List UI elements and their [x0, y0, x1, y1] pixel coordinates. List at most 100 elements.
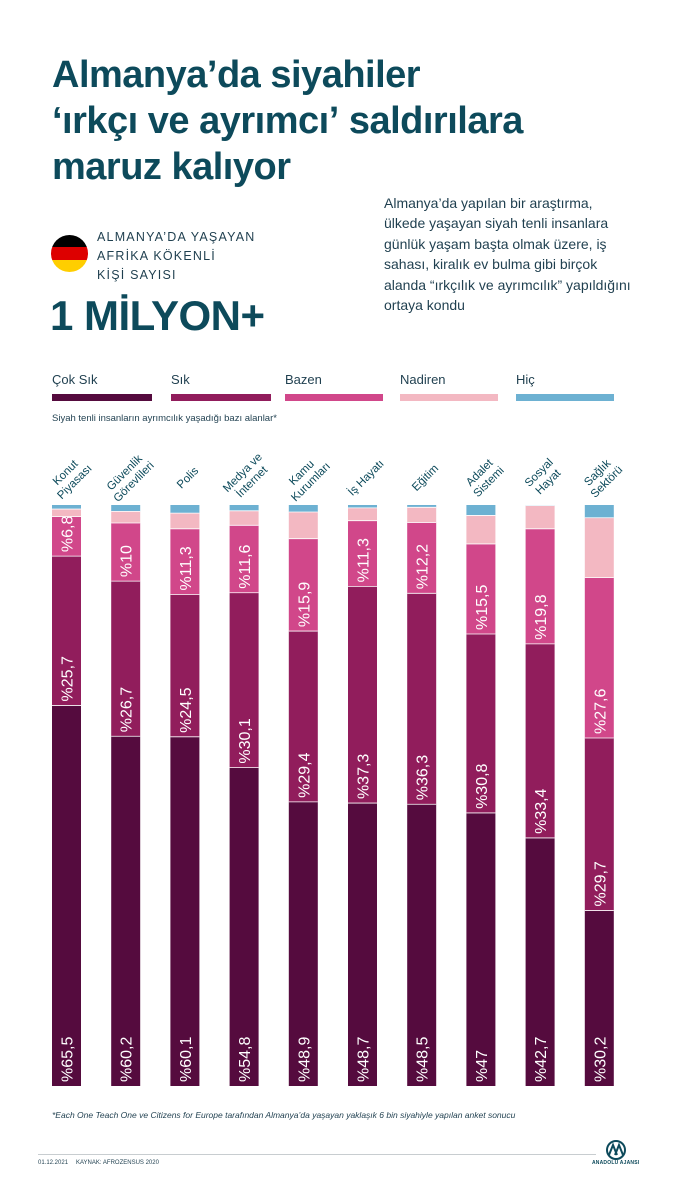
bar-value-label: %48,9 [296, 1037, 313, 1082]
bar-value-label: %10 [119, 545, 136, 577]
bar-value-label: %24,5 [178, 687, 195, 732]
bar-segment [111, 511, 141, 524]
legend-item: Sık [171, 372, 271, 402]
legend-label: Hiç [516, 372, 535, 387]
title-line1-rest: siyahiler [260, 54, 421, 96]
bar-segment [52, 705, 81, 1086]
legend-label: Çok Sık [52, 372, 98, 387]
legend-swatch [516, 394, 614, 401]
bar-value-label: %11,3 [356, 538, 373, 582]
bar-value-label: %12,2 [415, 544, 432, 589]
bar-segment [229, 592, 259, 768]
bar-value-label: %25,7 [60, 656, 77, 701]
bar-value-label: %48,5 [415, 1037, 432, 1082]
bar-segment [229, 525, 259, 593]
bar-value-label: %37,3 [356, 754, 373, 799]
title-line2-bold: ‘ırkçı ve ayrımcı’ [52, 100, 339, 142]
legend-swatch [52, 394, 152, 401]
legend-label: Sık [171, 372, 190, 387]
legend-swatch [285, 394, 383, 401]
bar-segment [584, 737, 614, 911]
population-label-line3: KİŞİ SAYISI [97, 268, 177, 282]
bar-value-label: %15,9 [296, 582, 313, 627]
bar-value-label: %29,7 [592, 861, 609, 906]
bar-segment [525, 505, 555, 529]
bar-value-label: %33,4 [533, 788, 550, 833]
bar-segment [111, 736, 141, 1086]
bar-segment [525, 528, 555, 644]
population-label-line1: ALMANYA’DA YAŞAYAN [97, 230, 256, 244]
bar-value-label: %26,7 [119, 687, 136, 732]
bar-segment [525, 643, 555, 838]
bar-segment [466, 543, 496, 634]
bar-value-label: %54,8 [237, 1037, 254, 1082]
bar-value-label: %19,8 [533, 594, 550, 639]
title-line1-bold: Almanya’da [52, 54, 261, 96]
bar-segment [525, 837, 555, 1086]
bar-segment [52, 556, 81, 706]
bar-segment [111, 581, 141, 737]
bar-segment [229, 510, 259, 526]
bar-segment [288, 801, 318, 1086]
footer-source: KAYNAK: AFROZENSUS 2020 [76, 1160, 159, 1166]
bar-value-label: %11,3 [178, 546, 195, 590]
legend-label: Nadiren [400, 372, 446, 387]
bar-segment [288, 511, 318, 539]
title-line3: maruz kalıyor [52, 146, 291, 188]
bar-segment [170, 505, 200, 514]
bar-value-label: %27,6 [592, 689, 609, 734]
bar-value-label: %30,2 [592, 1037, 609, 1082]
bar-segment [288, 505, 318, 512]
germany-flag-icon [51, 235, 88, 272]
bar-value-label: %15,5 [474, 585, 491, 630]
bar-value-label: %29,4 [296, 752, 313, 797]
footer-agency: ANADOLU AJANSI [592, 1160, 640, 1166]
bar-segment [348, 520, 377, 587]
bar-segment [466, 505, 496, 516]
bar-segment [466, 812, 496, 1086]
legend-swatch [171, 394, 271, 401]
bar-segment [111, 523, 141, 582]
bar-segment [52, 509, 81, 517]
bar-segment [348, 803, 377, 1086]
legend-item: Nadiren [400, 372, 498, 402]
bar-segment [348, 505, 377, 508]
page-title: Almanya’da siyahiler ‘ırkçı ve ayrımcı’ … [52, 52, 652, 190]
footnote: *Each One Teach One ve Citizens for Euro… [52, 1110, 516, 1120]
bar-segment [584, 577, 614, 738]
chart-subtitle: Siyah tenli insanların ayrımcılık yaşadı… [52, 413, 277, 424]
population-value: 1 MİLYON+ [50, 292, 265, 339]
anadolu-agency-logo-icon [606, 1140, 626, 1160]
bar-value-label: %47 [474, 1050, 491, 1082]
bar-segment [407, 522, 437, 594]
bar-value-label: %30,1 [237, 718, 254, 763]
bar-segment [170, 528, 200, 595]
bar-value-label: %65,5 [60, 1037, 77, 1082]
bar-value-label: %6,8 [60, 516, 77, 553]
bar-segment [584, 910, 614, 1086]
bar-value-label: %42,7 [533, 1037, 550, 1082]
bar-value-label: %36,3 [415, 755, 432, 800]
bar-segment [407, 505, 437, 508]
bar-segment [111, 505, 141, 512]
bar-segment [52, 505, 81, 510]
legend-swatch [400, 394, 498, 401]
bar-value-label: %60,2 [119, 1037, 136, 1082]
bar-segment [170, 513, 200, 529]
bar-segment [348, 507, 377, 521]
footer-divider [38, 1154, 596, 1155]
bar-value-label: %30,8 [474, 763, 491, 808]
bar-segment [229, 767, 259, 1086]
bar-segment [52, 516, 81, 557]
bar-segment [466, 515, 496, 544]
bar-segment [584, 505, 614, 518]
bar-value-label: %11,6 [237, 544, 254, 588]
population-label: ALMANYA’DA YAŞAYAN AFRİKA KÖKENLİ KİŞİ S… [97, 228, 255, 285]
bar-segment [407, 593, 437, 805]
intro-text: Almanya’da yapılan bir araştırma, ülkede… [384, 195, 631, 314]
bar-segment [229, 505, 259, 511]
legend-item: Hiç [516, 372, 614, 402]
bar-segment [288, 538, 318, 632]
bar-value-label: %48,7 [356, 1037, 373, 1082]
